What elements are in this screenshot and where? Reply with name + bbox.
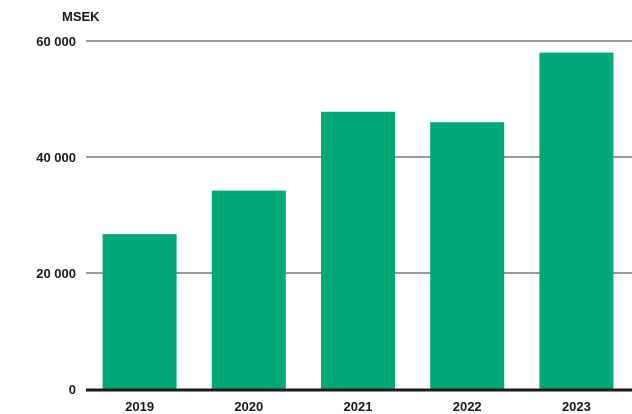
x-tick-label: 2019	[125, 399, 154, 414]
bar-2019	[102, 234, 177, 389]
x-tick-label: 2021	[344, 399, 373, 414]
x-tick-label: 2022	[453, 399, 482, 414]
y-tick-label: 60 000	[36, 34, 76, 49]
unit-label: MSEK	[62, 9, 100, 24]
y-tick-label: 0	[69, 382, 76, 397]
y-axis-ticks: 0 20 000 40 000 60 000	[36, 34, 76, 397]
x-tick-label: 2023	[562, 399, 591, 414]
bar-2022	[430, 122, 505, 389]
bar-2020	[211, 190, 286, 389]
bar-2021	[321, 111, 395, 389]
x-tick-label: 2020	[234, 399, 263, 414]
y-tick-label: 20 000	[36, 266, 76, 281]
bars	[102, 52, 614, 389]
x-axis-ticks: 2019 2020 2021 2022 2023	[125, 399, 591, 414]
y-tick-label: 40 000	[36, 150, 76, 165]
bar-2023	[539, 52, 614, 389]
